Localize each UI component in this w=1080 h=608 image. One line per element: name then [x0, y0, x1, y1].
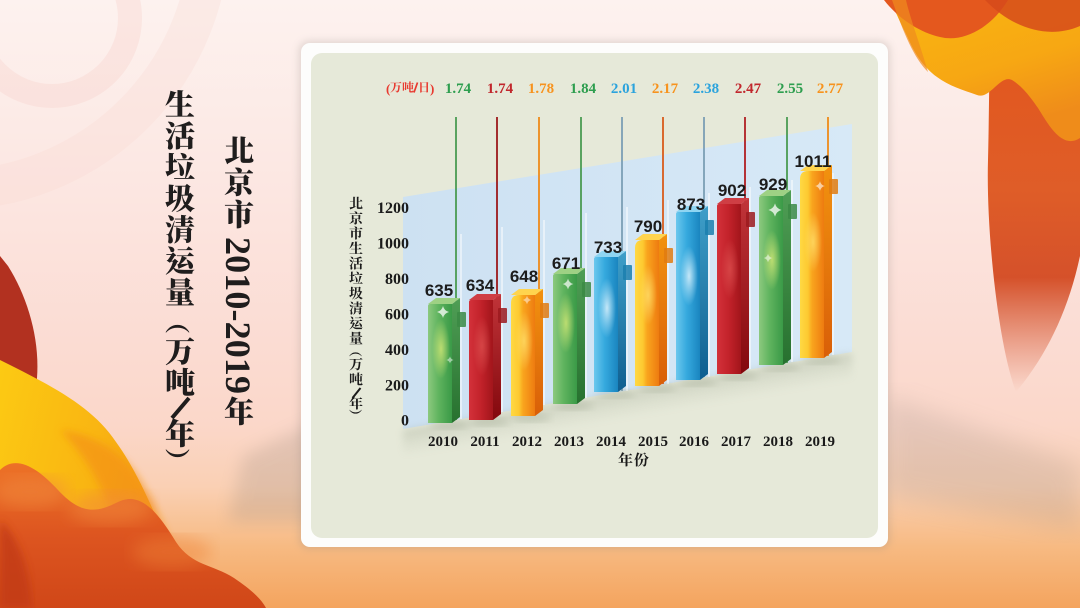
svg-text:2011: 2011: [470, 434, 499, 450]
svg-text:800: 800: [385, 271, 409, 288]
svg-text:635: 635: [425, 281, 453, 300]
svg-text:929: 929: [759, 175, 787, 194]
svg-text:2017: 2017: [721, 434, 752, 450]
svg-text:2013: 2013: [554, 434, 584, 450]
svg-text:2010: 2010: [428, 434, 458, 450]
svg-text:): ): [430, 81, 434, 96]
svg-text:2010-2019: 2010-2019: [218, 237, 258, 394]
svg-text:2016: 2016: [679, 434, 710, 450]
svg-text:790: 790: [634, 217, 662, 236]
svg-text:2.47: 2.47: [735, 81, 762, 97]
svg-text:733: 733: [594, 238, 622, 257]
svg-text:902: 902: [718, 181, 746, 200]
svg-text:600: 600: [385, 307, 409, 324]
svg-text:2012: 2012: [512, 434, 542, 450]
svg-text:200: 200: [385, 378, 409, 395]
svg-text:1.74: 1.74: [445, 81, 472, 97]
svg-text:1200: 1200: [377, 200, 409, 217]
svg-text:400: 400: [385, 342, 409, 359]
svg-text:873: 873: [677, 195, 705, 214]
svg-text:2.38: 2.38: [693, 81, 719, 97]
svg-text:2.55: 2.55: [777, 81, 803, 97]
svg-text:0: 0: [401, 413, 409, 430]
svg-text:2.77: 2.77: [817, 81, 844, 97]
svg-text:2015: 2015: [638, 434, 668, 450]
svg-text:2018: 2018: [763, 434, 793, 450]
svg-text:671: 671: [552, 254, 580, 273]
svg-text:1.74: 1.74: [487, 81, 514, 97]
svg-text:2.01: 2.01: [611, 81, 637, 97]
svg-text:2014: 2014: [596, 434, 627, 450]
svg-text:1000: 1000: [377, 236, 409, 253]
svg-text:1011: 1011: [795, 152, 832, 171]
svg-text:634: 634: [466, 276, 495, 295]
svg-text:648: 648: [510, 267, 538, 286]
svg-text:(: (: [386, 81, 390, 96]
svg-text:2019: 2019: [805, 434, 835, 450]
svg-text:1.84: 1.84: [570, 81, 597, 97]
svg-text:1.78: 1.78: [528, 81, 554, 97]
svg-text:2.17: 2.17: [652, 81, 679, 97]
